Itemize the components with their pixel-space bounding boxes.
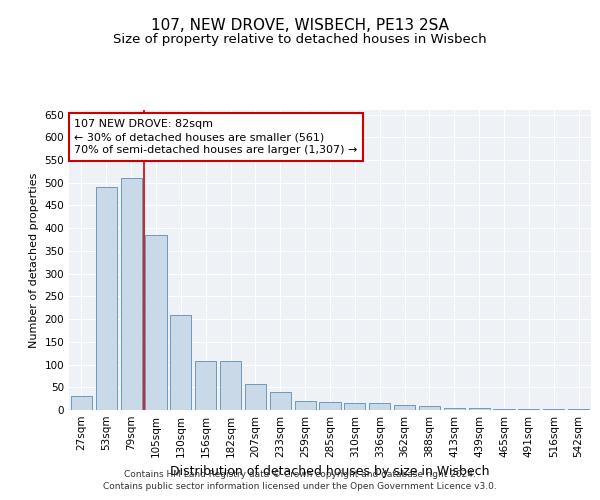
- Text: 107 NEW DROVE: 82sqm
← 30% of detached houses are smaller (561)
70% of semi-deta: 107 NEW DROVE: 82sqm ← 30% of detached h…: [74, 119, 358, 156]
- Bar: [295, 401, 316, 410]
- Bar: [369, 403, 390, 410]
- Text: Contains HM Land Registry data © Crown copyright and database right 2024.: Contains HM Land Registry data © Crown c…: [124, 470, 476, 479]
- Bar: [419, 406, 440, 410]
- Bar: [71, 396, 92, 410]
- Bar: [444, 408, 465, 410]
- Bar: [195, 362, 216, 410]
- Bar: [121, 178, 142, 410]
- Bar: [319, 402, 341, 410]
- Bar: [543, 409, 564, 410]
- Bar: [170, 314, 191, 410]
- Bar: [493, 408, 515, 410]
- Text: 107, NEW DROVE, WISBECH, PE13 2SA: 107, NEW DROVE, WISBECH, PE13 2SA: [151, 18, 449, 32]
- X-axis label: Distribution of detached houses by size in Wisbech: Distribution of detached houses by size …: [170, 466, 490, 478]
- Text: Contains public sector information licensed under the Open Government Licence v3: Contains public sector information licen…: [103, 482, 497, 491]
- Text: Size of property relative to detached houses in Wisbech: Size of property relative to detached ho…: [113, 32, 487, 46]
- Bar: [96, 188, 117, 410]
- Bar: [145, 235, 167, 410]
- Bar: [270, 392, 291, 410]
- Bar: [245, 384, 266, 410]
- Bar: [220, 362, 241, 410]
- Bar: [394, 406, 415, 410]
- Bar: [469, 408, 490, 410]
- Y-axis label: Number of detached properties: Number of detached properties: [29, 172, 39, 348]
- Bar: [518, 409, 539, 410]
- Bar: [344, 403, 365, 410]
- Bar: [568, 409, 589, 410]
